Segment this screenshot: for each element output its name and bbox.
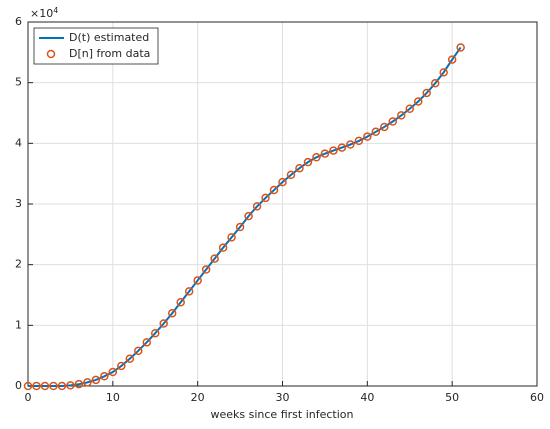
marker — [422, 88, 431, 98]
line — [28, 46, 462, 387]
y-tick-label: 5 — [15, 76, 22, 89]
x-tick-label: 40 — [360, 391, 374, 404]
marker — [23, 381, 33, 391]
marker — [312, 153, 321, 162]
marker — [380, 122, 389, 132]
marker — [303, 157, 313, 167]
legend-label: D(t) estimated — [69, 31, 149, 44]
marker — [363, 132, 372, 141]
marker — [337, 143, 347, 152]
marker — [227, 233, 236, 242]
marker — [388, 117, 398, 126]
y-multiplier: ×104 — [30, 6, 58, 21]
x-tick-label: 0 — [25, 391, 32, 404]
x-tick-label: 20 — [191, 391, 205, 404]
marker — [176, 298, 185, 307]
x-tick-label: 60 — [530, 391, 544, 404]
marker — [108, 367, 118, 377]
plot-frame — [27, 21, 538, 387]
legend-label: D[n] from data — [69, 47, 150, 60]
x-axis-label: weeks since first infection — [211, 408, 354, 421]
marker — [184, 287, 194, 296]
y-tick-label: 1 — [15, 318, 22, 331]
marker — [91, 375, 101, 385]
marker — [278, 177, 287, 187]
legend-swatch — [46, 49, 56, 59]
marker — [261, 193, 270, 203]
marker — [413, 97, 423, 106]
marker — [210, 254, 219, 263]
marker — [193, 276, 202, 285]
marker — [329, 146, 338, 155]
marker — [159, 319, 168, 328]
marker — [151, 328, 160, 338]
marker — [371, 127, 381, 137]
marker — [405, 104, 414, 114]
marker — [201, 265, 211, 274]
marker — [167, 308, 177, 318]
marker — [252, 202, 262, 211]
marker — [346, 140, 355, 149]
marker — [295, 163, 304, 173]
marker — [134, 346, 143, 356]
x-tick-label: 30 — [276, 391, 290, 404]
y-multiplier-base: ×10 — [30, 7, 53, 20]
x-tick-label: 10 — [106, 391, 120, 404]
marker — [397, 111, 406, 120]
marker — [447, 55, 457, 64]
marker — [286, 170, 296, 180]
legend-box — [33, 27, 159, 65]
marker — [142, 338, 152, 347]
y-tick-label: 6 — [15, 15, 22, 28]
x-tick-label: 50 — [445, 391, 459, 404]
marker — [49, 381, 58, 391]
marker — [117, 361, 126, 371]
marker — [235, 222, 245, 232]
marker — [57, 381, 67, 391]
marker — [74, 379, 84, 389]
legend: D(t) estimated D[n] from data — [33, 27, 159, 65]
marker — [83, 378, 92, 387]
marker — [218, 243, 228, 252]
marker — [439, 68, 448, 77]
marker — [244, 211, 253, 221]
marker — [125, 354, 135, 363]
marker — [100, 372, 109, 381]
marker — [32, 381, 41, 391]
marker — [66, 381, 75, 390]
marker — [354, 136, 364, 146]
y-multiplier-exponent: 4 — [53, 6, 58, 15]
y-tick-label: 3 — [15, 197, 22, 210]
marker — [269, 185, 279, 195]
marker — [320, 149, 330, 158]
y-tick-label: 2 — [15, 258, 22, 271]
marker — [40, 381, 50, 391]
marker — [430, 79, 440, 88]
y-tick-label: 0 — [15, 379, 22, 392]
marker — [456, 43, 465, 52]
y-tick-label: 4 — [15, 136, 22, 149]
